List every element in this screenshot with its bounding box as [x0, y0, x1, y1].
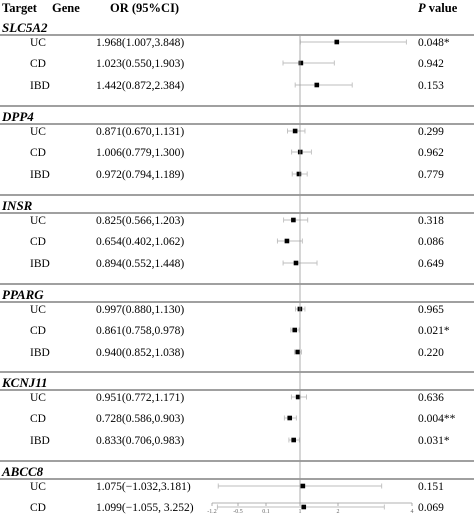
or-ci-text: 1.099(−1.055, 3.252): [96, 502, 194, 514]
row-label: CD: [30, 325, 46, 337]
or-ci-text: 0.871(0.670,1.131): [96, 126, 184, 138]
row-label: CD: [30, 58, 46, 70]
p-value: 0.779: [418, 169, 444, 181]
or-ci-text: 0.951(0.772,1.171): [96, 392, 184, 404]
gene-name: KCNJ11: [1, 375, 48, 390]
or-marker: [334, 39, 340, 45]
x-tick-label: 1: [299, 509, 302, 515]
p-value: 0.636: [418, 392, 444, 404]
p-value: 0.031*: [418, 435, 450, 447]
or-ci-text: 0.861(0.758,0.978): [96, 325, 184, 337]
or-marker: [292, 128, 298, 134]
row-label: CD: [30, 413, 46, 425]
p-value: 0.299: [418, 126, 444, 138]
x-tick-label: 4: [411, 509, 414, 515]
or-ci-text: 0.825(0.566,1.203): [96, 215, 184, 227]
row-label: UC: [30, 126, 46, 138]
gene-name: ABCC8: [1, 464, 44, 479]
gene-name: SLC5A2: [2, 20, 48, 35]
x-tick-label: -1.2: [207, 509, 217, 515]
gene-column-header: Gene: [52, 1, 80, 15]
p-value: 0.649: [418, 258, 444, 270]
p-value: 0.962: [418, 147, 444, 159]
p-value: 0.004**: [418, 413, 456, 425]
or-marker: [291, 437, 296, 443]
p-value: 0.220: [418, 347, 444, 359]
or-marker: [300, 483, 306, 489]
or-marker: [287, 415, 293, 421]
or-marker: [298, 60, 304, 66]
or-ci-text: 1.006(0.779,1.300): [96, 147, 184, 159]
or-ci-text: 1.968(1.007,3.848): [96, 37, 184, 49]
or-marker: [291, 217, 296, 223]
row-label: IBD: [30, 435, 50, 447]
row-label: CD: [30, 147, 46, 159]
p-value: 0.942: [418, 58, 444, 70]
row-label: CD: [30, 236, 46, 248]
p-value: 0.069: [418, 502, 444, 514]
x-tick-label: 0.1: [262, 509, 270, 515]
or-marker: [292, 327, 298, 333]
p-italic: P: [418, 1, 426, 15]
or-ci-text: 0.833(0.706,0.983): [96, 435, 184, 447]
row-label: UC: [30, 481, 46, 493]
or-marker: [293, 260, 299, 266]
or-ci-text: 0.728(0.586,0.903): [96, 413, 184, 425]
or-ci-text: 0.894(0.552,1.448): [96, 258, 184, 270]
row-label: IBD: [30, 169, 50, 181]
or-ci-text: 0.997(0.880,1.130): [96, 304, 184, 316]
or-column-header: OR (95%CI): [110, 1, 179, 15]
or-marker: [296, 171, 302, 177]
p-value: 0.151: [418, 481, 444, 493]
p-value: 0.965: [418, 304, 444, 316]
forest-body: SLC5A2 UC 1.968(1.007,3.848) 0.048* CD 1.023(…: [0, 20, 474, 514]
or-marker: [301, 504, 307, 510]
row-label: IBD: [30, 80, 50, 92]
or-ci-text: 1.023(0.550,1.903): [96, 58, 184, 70]
row-label: UC: [30, 37, 46, 49]
or-ci-text: 0.972(0.794,1.189): [96, 169, 184, 181]
p-rest: value: [426, 1, 458, 15]
gene-name: INSR: [1, 198, 33, 213]
gene-name: DPP4: [1, 109, 34, 124]
row-label: UC: [30, 215, 46, 227]
p-value-column-header: P value: [418, 1, 458, 15]
row-label: UC: [30, 304, 46, 316]
row-label: IBD: [30, 347, 50, 359]
or-ci-text: 1.075(−1.032,3.181): [96, 481, 191, 493]
or-marker: [284, 238, 290, 244]
row-label: IBD: [30, 258, 50, 270]
x-axis: -1.2 -0.5 0.1 1 2 4: [207, 36, 414, 515]
p-value: 0.048*: [418, 37, 450, 49]
or-marker: [314, 82, 320, 88]
gene-name: PPARG: [2, 287, 44, 302]
or-ci-text: 1.442(0.872,2.384): [96, 80, 184, 92]
or-marker: [295, 394, 301, 400]
target-column-header: Target: [2, 1, 38, 15]
p-value: 0.086: [418, 236, 444, 248]
p-value: 0.153: [418, 80, 444, 92]
or-ci-text: 0.940(0.852,1.038): [96, 347, 184, 359]
row-label: CD: [30, 502, 46, 514]
x-tick-label: 2: [337, 509, 340, 515]
x-tick-label: -0.5: [233, 509, 243, 515]
row-label: UC: [30, 392, 46, 404]
or-ci-text: 0.654(0.402,1.062): [96, 236, 184, 248]
table-header: Target Gene OR (95%CI) P value: [2, 1, 458, 15]
p-value: 0.318: [418, 215, 444, 227]
or-marker: [295, 349, 301, 355]
p-value: 0.021*: [418, 325, 450, 337]
